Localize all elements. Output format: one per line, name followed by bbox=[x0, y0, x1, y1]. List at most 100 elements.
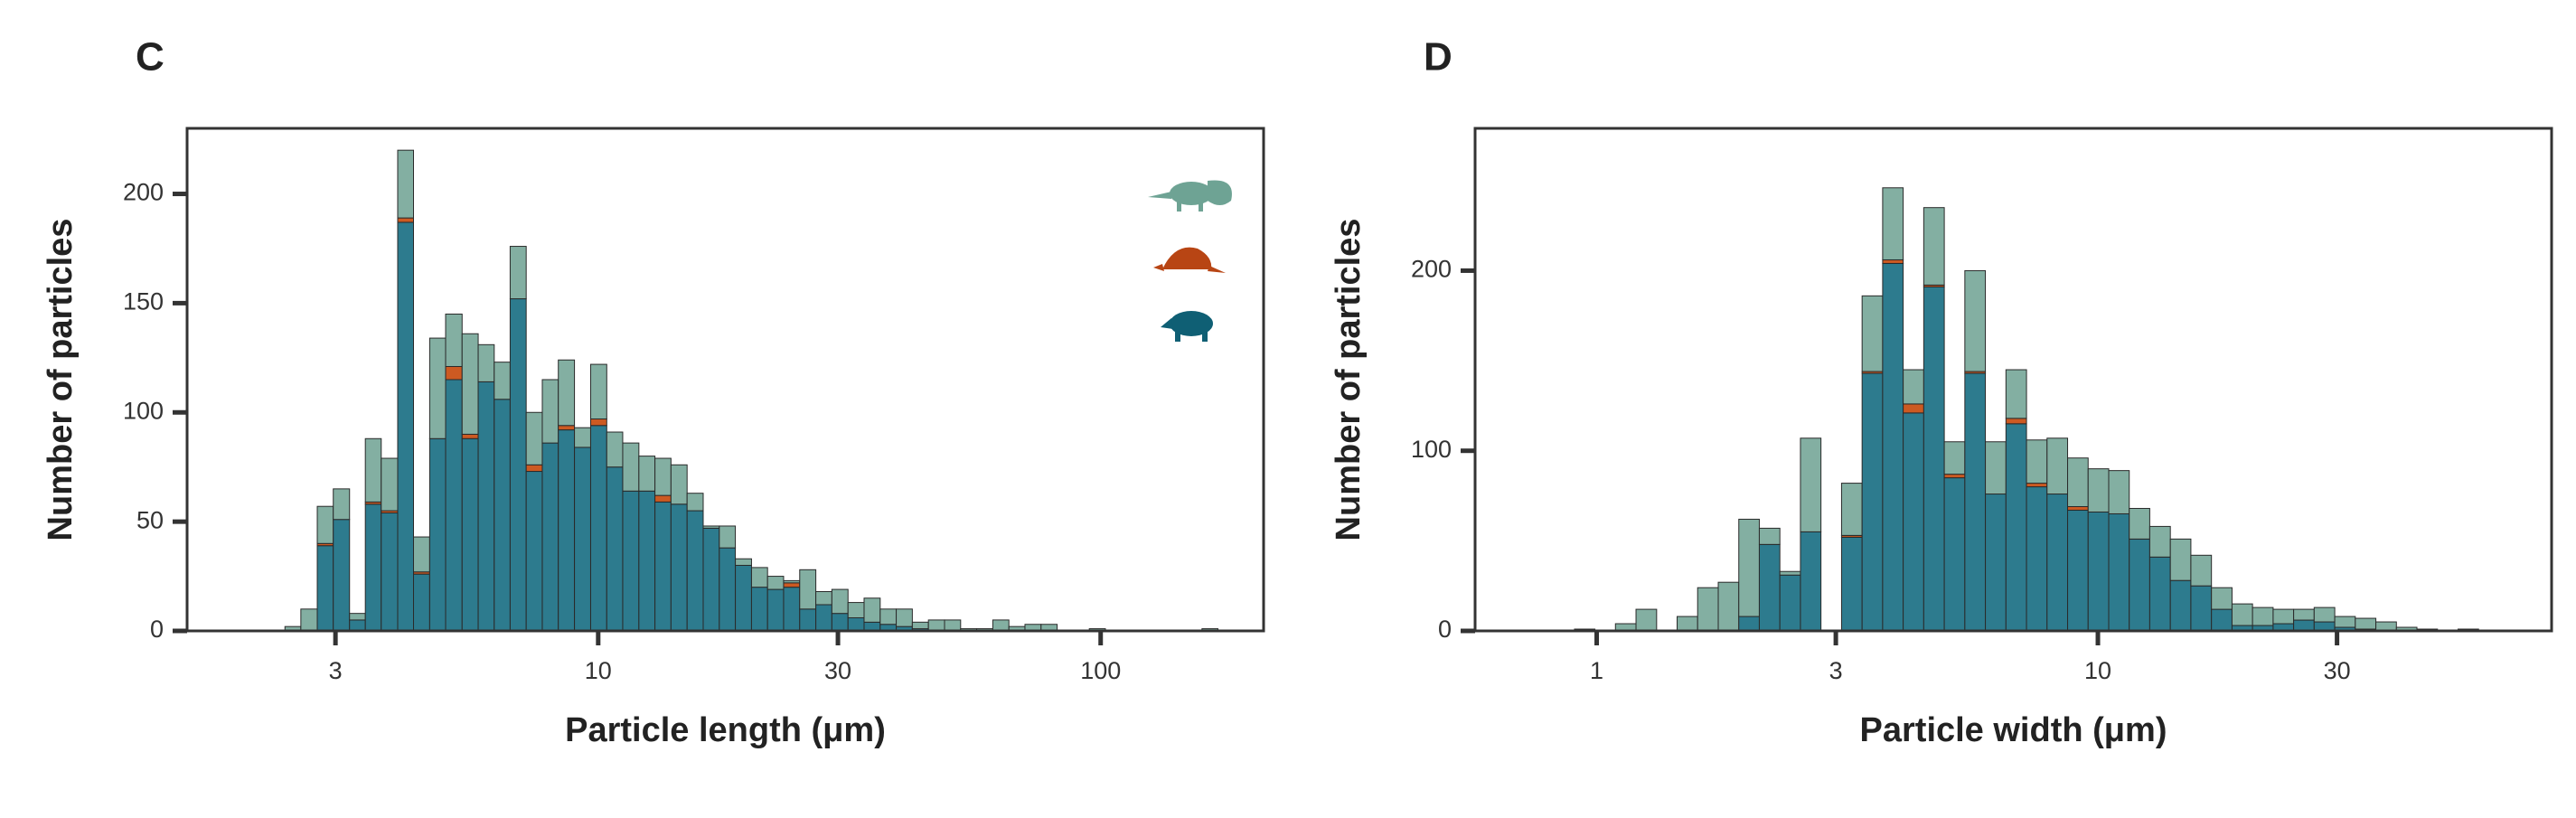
bar-segment bbox=[2293, 619, 2315, 632]
bar-segment bbox=[349, 619, 366, 632]
bar-segment bbox=[428, 337, 447, 439]
bar-segment bbox=[541, 442, 559, 632]
bar-segment bbox=[847, 602, 865, 618]
bar-segment bbox=[2313, 606, 2336, 623]
bar-segment bbox=[799, 608, 817, 632]
bar-segment bbox=[494, 399, 511, 632]
x-axis-label: Particle width (μm) bbox=[1860, 711, 2167, 749]
bar-segment bbox=[622, 442, 640, 492]
bar-segment bbox=[1964, 269, 1987, 372]
bar-segment bbox=[574, 427, 591, 448]
anteater-icon bbox=[1148, 180, 1232, 212]
bar-segment bbox=[461, 433, 479, 439]
bar-segment bbox=[1717, 581, 1740, 632]
bar-segment bbox=[911, 621, 929, 630]
x-tick-label: 30 bbox=[2324, 657, 2351, 684]
bar-segment bbox=[461, 333, 479, 435]
bar-segment bbox=[509, 298, 527, 632]
bar-segment bbox=[2211, 587, 2233, 610]
bar-segment bbox=[2293, 608, 2315, 621]
bar-segment bbox=[783, 587, 801, 632]
x-axis-label: Particle length (μm) bbox=[565, 711, 886, 749]
bar-segment bbox=[1779, 574, 1801, 632]
bar-segment bbox=[2087, 468, 2110, 512]
bars bbox=[284, 149, 1219, 632]
bar-segment bbox=[2355, 617, 2377, 630]
bar-segment bbox=[2190, 554, 2213, 587]
bar-segment bbox=[1903, 412, 1924, 632]
bar-segment bbox=[445, 379, 463, 632]
bar-segment bbox=[397, 217, 415, 223]
bar-segment bbox=[1738, 616, 1760, 632]
bar-segment bbox=[735, 558, 752, 566]
bar-segment bbox=[606, 431, 624, 468]
bar-segment bbox=[1943, 441, 1966, 475]
bar-segment bbox=[1758, 543, 1781, 632]
bar-segment bbox=[815, 590, 832, 606]
bar-segment bbox=[1985, 494, 2007, 632]
bar-segment bbox=[333, 519, 351, 632]
bar-segment bbox=[992, 619, 1010, 632]
bar-segment bbox=[1943, 477, 1966, 632]
bar-segment bbox=[879, 608, 898, 625]
bar-segment bbox=[477, 343, 495, 382]
bar-segment bbox=[445, 365, 463, 381]
bar-segment bbox=[445, 313, 463, 367]
bar-segment bbox=[349, 613, 366, 621]
bar-segment bbox=[2026, 486, 2048, 632]
bar-segment bbox=[413, 536, 430, 573]
bar-segment bbox=[589, 425, 607, 632]
bar-segment bbox=[2129, 507, 2150, 540]
bar-segment bbox=[364, 437, 382, 503]
y-axis-label: Number of particles bbox=[1330, 219, 1368, 541]
y-tick-label: 100 bbox=[1411, 436, 1452, 463]
bar-segment bbox=[300, 608, 318, 632]
panel: D 0 100 200 1 3 10 30 Particle width (μm) Number … bbox=[1330, 35, 2553, 749]
bar-segment bbox=[2067, 457, 2089, 507]
bar-segment bbox=[1758, 527, 1781, 545]
bar-segment bbox=[2169, 538, 2192, 581]
bar-segment bbox=[1861, 372, 1884, 632]
bar-segment bbox=[2252, 606, 2274, 626]
bar-segment bbox=[2231, 603, 2253, 626]
bar-segment bbox=[2211, 608, 2233, 632]
bar-segment bbox=[847, 616, 865, 632]
bar-segment bbox=[2334, 616, 2356, 628]
bar-segment bbox=[1943, 474, 1966, 479]
bar-segment bbox=[397, 221, 415, 632]
bar-segment bbox=[719, 547, 737, 632]
bar-segment bbox=[719, 525, 737, 549]
y-tick-label: 150 bbox=[123, 288, 164, 315]
bar-segment bbox=[783, 582, 801, 588]
y-tick-label: 100 bbox=[123, 397, 164, 424]
armadillo-icon bbox=[1153, 247, 1226, 273]
bar-segment bbox=[1800, 437, 1822, 532]
bar-segment bbox=[2026, 483, 2048, 488]
bar-segment bbox=[670, 464, 688, 505]
bar-segment bbox=[2046, 437, 2069, 495]
bar-segment bbox=[654, 501, 672, 632]
panel-label: D bbox=[1424, 35, 1453, 80]
bar-segment bbox=[589, 418, 607, 427]
bar-segment bbox=[1779, 570, 1801, 576]
x-tick-label: 1 bbox=[1590, 657, 1603, 684]
bar-segment bbox=[1840, 536, 1863, 632]
bar-segment bbox=[525, 464, 543, 473]
bar-segment bbox=[750, 587, 768, 632]
bar-segment bbox=[2005, 369, 2027, 419]
panel: C 0 50 100 150 200 3 10 30 100 Particle length (μm… bbox=[42, 35, 1265, 749]
bar-segment bbox=[333, 488, 351, 521]
bar-segment bbox=[1964, 372, 1987, 632]
bar-segment bbox=[1882, 187, 1904, 260]
bar-segment bbox=[702, 525, 720, 529]
bar-segment bbox=[686, 510, 704, 632]
y-tick-label: 200 bbox=[1411, 256, 1452, 283]
bar-segment bbox=[927, 619, 945, 632]
bar-segment bbox=[944, 619, 962, 632]
bar-segment bbox=[428, 437, 447, 632]
x-tick-label: 10 bbox=[585, 657, 612, 684]
bar-segment bbox=[381, 512, 399, 632]
bar-segment bbox=[1903, 403, 1924, 414]
bar-segment bbox=[2026, 439, 2048, 484]
bar-segment bbox=[2108, 512, 2130, 632]
